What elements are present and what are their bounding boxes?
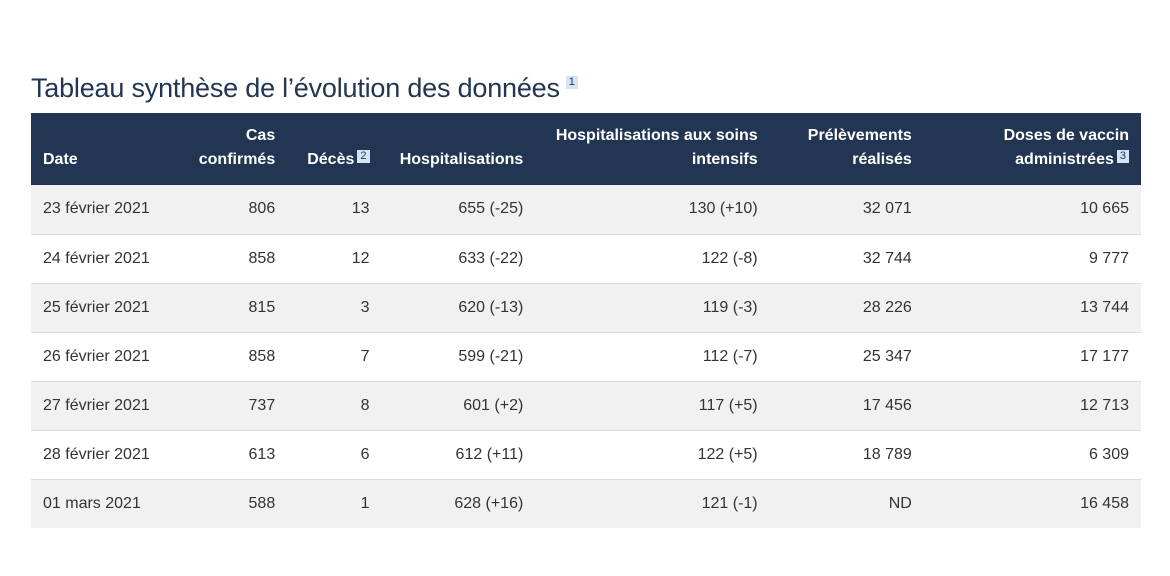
header-deces: Décès 2 [287, 113, 381, 185]
cell-prel: 32 744 [862, 249, 912, 267]
header-deces-label: Décès [307, 151, 355, 168]
cell-hosp: 628 (+16) [454, 494, 524, 512]
header-doses-line1: Doses de vaccin [1003, 127, 1129, 144]
data-summary-section: Tableau synthèse de l’évolution des donn… [31, 70, 1141, 528]
cell-cas: 737 [248, 396, 276, 414]
cell-deces: 12 [351, 249, 370, 267]
cell-cas: 815 [248, 298, 276, 316]
title-footnote-link[interactable]: 1 [565, 76, 578, 89]
cell-doses: 9 777 [1088, 249, 1129, 267]
cell-date: 28 février 2021 [43, 445, 150, 463]
cell-doses: 12 713 [1080, 396, 1129, 414]
cell-cas: 858 [248, 347, 276, 365]
cell-hosp: 655 (-25) [458, 200, 524, 218]
cell-si: 117 (+5) [698, 396, 758, 414]
header-date: Date [31, 113, 175, 185]
cell-hosp: 612 (+11) [455, 445, 524, 463]
table-row: 23 février 2021 806 13 655 (-25) 130 (+1… [31, 185, 1141, 234]
cell-date: 01 mars 2021 [43, 494, 141, 512]
table-row: 24 février 2021 858 12 633 (-22) 122 (-8… [31, 234, 1141, 283]
cell-prel: 32 071 [862, 200, 912, 218]
cell-deces: 6 [360, 445, 370, 463]
header-hospitalisations: Hospitalisations [382, 113, 536, 185]
header-prel-line2: réalisés [852, 151, 912, 168]
cell-date: 26 février 2021 [43, 347, 150, 365]
cell-hosp: 620 (-13) [458, 298, 524, 316]
page-title-text: Tableau synthèse de l’évolution des donn… [31, 73, 560, 103]
cell-deces: 1 [360, 494, 370, 512]
table-header: Date Cas confirmés Décès 2 Hospitalisation… [31, 113, 1141, 185]
cell-si: 112 (-7) [702, 347, 758, 365]
cell-date: 25 février 2021 [43, 298, 150, 316]
doses-footnote-link[interactable]: 3 [1116, 150, 1129, 163]
table-row: 25 février 2021 815 3 620 (-13) 119 (-3)… [31, 283, 1141, 332]
cell-date: 23 février 2021 [43, 200, 150, 218]
cell-prel: 18 789 [862, 445, 912, 463]
cell-si: 130 (+10) [688, 200, 758, 218]
cell-cas: 613 [248, 445, 276, 463]
header-si-line1: Hospitalisations aux soins [555, 127, 758, 144]
header-row: Date Cas confirmés Décès 2 Hospitalisation… [31, 113, 1141, 185]
header-doses-line2: administrées [1015, 151, 1114, 168]
cell-deces: 8 [360, 396, 370, 414]
cell-doses: 6 309 [1088, 445, 1129, 463]
cell-prel: 25 347 [862, 347, 912, 365]
cell-si: 122 (+5) [697, 445, 758, 463]
cell-date: 24 février 2021 [43, 249, 150, 267]
header-si-line2: intensifs [691, 151, 758, 168]
cell-deces: 7 [360, 347, 370, 365]
cell-cas: 858 [248, 249, 276, 267]
cell-deces: 13 [351, 200, 370, 218]
header-hosp-label: Hospitalisations [399, 151, 524, 168]
table-row: 26 février 2021 858 7 599 (-21) 112 (-7)… [31, 332, 1141, 381]
cell-doses: 16 458 [1080, 494, 1129, 512]
cell-si: 121 (-1) [701, 494, 758, 512]
cell-hosp: 633 (-22) [458, 249, 524, 267]
table-row: 27 février 2021 737 8 601 (+2) 117 (+5) … [31, 381, 1141, 430]
cell-doses: 13 744 [1080, 298, 1129, 316]
cell-hosp: 599 (-21) [458, 347, 524, 365]
cell-cas: 588 [248, 494, 276, 512]
header-soins-intensifs: Hospitalisations aux soins intensifs [535, 113, 769, 185]
table-row: 28 février 2021 613 6 612 (+11) 122 (+5)… [31, 430, 1141, 479]
cell-deces: 3 [360, 298, 370, 316]
cell-doses: 10 665 [1080, 200, 1129, 218]
cell-date: 27 février 2021 [43, 396, 150, 414]
header-doses-vaccin: Doses de vaccin administrées 3 [924, 113, 1141, 185]
header-prel-line1: Prélèvements [807, 127, 912, 144]
cell-prel: ND [888, 494, 912, 512]
header-prelevements: Prélèvements réalisés [770, 113, 924, 185]
page-title: Tableau synthèse de l’évolution des donn… [31, 70, 1141, 106]
header-date-label: Date [43, 151, 78, 168]
cell-hosp: 601 (+2) [463, 396, 524, 414]
table-body: 23 février 2021 806 13 655 (-25) 130 (+1… [31, 185, 1141, 528]
header-cas-line1: Cas [245, 127, 276, 144]
header-cas-line2: confirmés [198, 151, 276, 168]
cell-cas: 806 [248, 200, 276, 218]
cell-prel: 28 226 [862, 298, 912, 316]
cell-doses: 17 177 [1080, 347, 1129, 365]
deces-footnote-link[interactable]: 2 [357, 150, 370, 163]
table-row: 01 mars 2021 588 1 628 (+16) 121 (-1) ND… [31, 479, 1141, 528]
cell-si: 122 (-8) [701, 249, 758, 267]
summary-table: Date Cas confirmés Décès 2 Hospitalisation… [31, 113, 1141, 528]
header-cas-confirmes: Cas confirmés [175, 113, 288, 185]
cell-si: 119 (-3) [702, 298, 758, 316]
cell-prel: 17 456 [862, 396, 912, 414]
